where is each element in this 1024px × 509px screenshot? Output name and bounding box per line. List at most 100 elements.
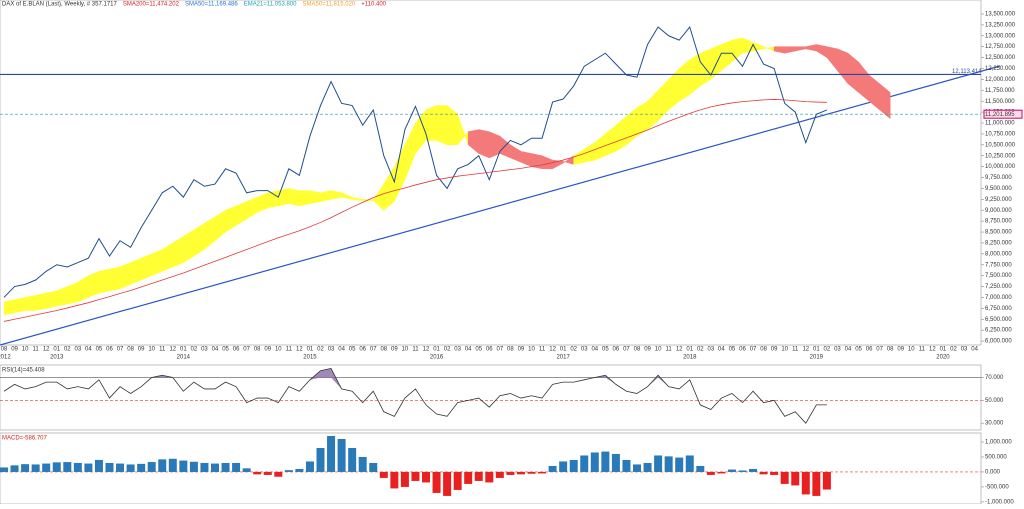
x-tick-label: 12 <box>549 347 556 353</box>
y-tick-label: 7,500.000 <box>985 273 1012 279</box>
x-tick-label: 09 <box>391 347 398 353</box>
macd-bar <box>485 471 494 483</box>
macd-bar <box>52 462 61 472</box>
macd-bar <box>84 463 93 472</box>
macd-bar <box>179 460 188 472</box>
y-tick-label: 7,750.000 <box>985 262 1012 268</box>
y-tick-label: 50.000 <box>985 398 1004 404</box>
y-tick-label: 8,250.000 <box>985 241 1012 247</box>
x-tick-label: 06 <box>359 347 366 353</box>
header-item: SMA50=11,169.486 <box>185 2 238 8</box>
y-tick-label: 13,000.000 <box>985 33 1016 39</box>
cloud-segment <box>214 209 226 242</box>
cloud-segment <box>383 165 395 211</box>
x-tick-label: 11 <box>33 347 40 353</box>
macd-bar <box>295 468 304 472</box>
x-tick-label: 03 <box>581 347 588 353</box>
cloud-segment <box>172 235 184 268</box>
rsi-line <box>3 367 827 424</box>
x-tick-label: 11 <box>792 347 799 353</box>
y-tick-label: 8,750.000 <box>985 219 1012 225</box>
cloud-segment <box>320 190 332 202</box>
cloud-segment <box>489 131 501 159</box>
macd-bar <box>10 465 19 472</box>
x-tick-label: 10 <box>402 347 409 353</box>
x-tick-label: 08 <box>507 347 514 353</box>
macd-bar <box>158 459 167 472</box>
x-tick-label: 09 <box>897 347 904 353</box>
macd-bar <box>675 457 684 472</box>
cloud-segment <box>24 294 36 311</box>
cloud-segment <box>98 268 110 294</box>
macd-bar <box>42 463 51 472</box>
cloud-segment <box>330 190 342 200</box>
y-tick-label: 10,000.000 <box>985 164 1016 170</box>
cloud-segment <box>235 201 247 226</box>
x-tick-label: 12 <box>296 347 303 353</box>
cloud-segment <box>457 114 469 146</box>
cloud-segment <box>816 44 828 59</box>
cloud-segment <box>56 286 68 307</box>
macd-bar <box>400 471 409 487</box>
x-tick-label: 10 <box>275 347 282 353</box>
y-tick-label: 10,250.000 <box>985 153 1016 159</box>
macd-bar <box>189 461 198 472</box>
y-tick-label: 6,750.000 <box>985 306 1012 312</box>
x-tick-label: 05 <box>602 347 609 353</box>
macd-bar <box>94 459 103 472</box>
macd-bar <box>527 471 536 474</box>
macd-bar <box>137 463 146 472</box>
macd-bar <box>822 471 831 490</box>
cloud-segment <box>204 216 216 251</box>
cloud-segment <box>446 105 458 146</box>
cloud-segment <box>35 292 47 311</box>
x-tick-label: 12 <box>43 347 50 353</box>
cloud-segment <box>594 133 606 161</box>
cloud-segment <box>88 270 100 298</box>
x-tick-label: 12 <box>929 347 936 353</box>
x-tick-label: 02 <box>444 347 451 353</box>
macd-bar <box>358 456 367 472</box>
macd-bar <box>801 471 810 495</box>
x-tick-label: 03 <box>834 347 841 353</box>
x-tick-label: 08 <box>634 347 641 353</box>
x-tick-label: 08 <box>380 347 387 353</box>
macd-bar <box>116 463 125 472</box>
cloud-segment <box>225 205 237 233</box>
y-tick-label: 11,750.000 <box>985 88 1015 94</box>
y-tick-label: 11,000.000 <box>985 121 1015 127</box>
macd-bar <box>495 471 504 478</box>
y-tick-label: -1,000.000 <box>985 499 1014 504</box>
cloud-segment <box>299 190 311 207</box>
cloud-segment <box>77 275 89 303</box>
cloud-segment <box>162 242 174 272</box>
x-tick-label: 11 <box>412 347 419 353</box>
cloud-segment <box>151 249 163 277</box>
y-tick-label: -500.000 <box>985 485 1009 491</box>
cloud-segment <box>721 39 733 72</box>
macd-bar <box>63 462 72 472</box>
x-tick-label: 06 <box>866 347 873 353</box>
x-tick-label: 12 <box>802 347 809 353</box>
series-line <box>3 99 827 322</box>
cloud-segment <box>678 59 690 102</box>
cloud-segment <box>858 61 870 102</box>
x-tick-label: 10 <box>655 347 662 353</box>
y-tick-label: 11,500.000 <box>985 99 1015 105</box>
header-item: +110.400 <box>361 2 386 8</box>
cloud-segment <box>805 44 817 52</box>
header-item: DAX of E.BLAN (Last), Weekly, # 357.1717 <box>2 2 117 8</box>
y-tick-label: 6,500.000 <box>985 317 1012 323</box>
macd-bar <box>759 471 768 475</box>
macd-bar <box>147 462 156 472</box>
cloud-segment <box>278 188 290 207</box>
cloud-segment <box>14 297 26 314</box>
cloud-segment <box>520 151 532 167</box>
year-label: 2014 <box>177 355 191 361</box>
macd-bar <box>706 471 715 475</box>
cloud-segment <box>130 257 142 285</box>
macd-bar <box>791 471 800 486</box>
cloud-segment <box>45 290 57 309</box>
y-tick-label: 10,500.000 <box>985 142 1016 148</box>
year-label: 2020 <box>936 355 950 361</box>
